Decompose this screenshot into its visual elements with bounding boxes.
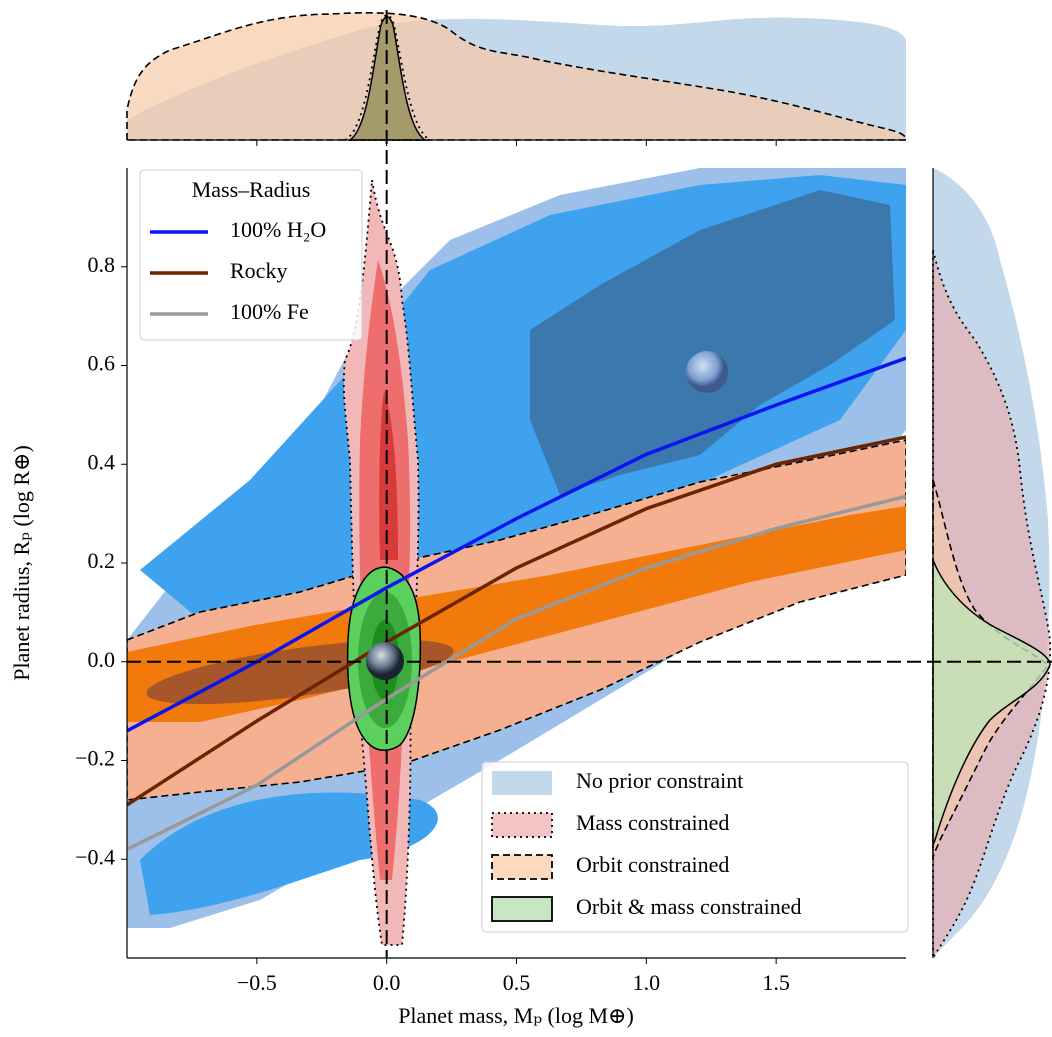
y-tick-label: 0.8 — [88, 252, 116, 277]
legend-box — [481, 761, 909, 933]
legend-title: Mass–Radius — [192, 177, 311, 202]
y-tick-label: 0.0 — [88, 647, 116, 672]
neptune-icon — [686, 351, 728, 393]
legend-label: 100% Fe — [230, 299, 309, 324]
legend: No prior constraint Mass constrained Orbit… — [481, 761, 909, 933]
legend-label: Orbit & mass constrained — [576, 894, 801, 919]
x-tick-label: −0.5 — [237, 970, 277, 995]
legend-label: Rocky — [230, 258, 287, 283]
relations — [127, 10, 1052, 958]
axes: −0.5 0.0 0.5 1.0 1.5 −0.4 −0.2 0.0 0.2 0.4 0.6 0.8 — [75, 140, 906, 995]
y-tick-label: 0.2 — [88, 548, 116, 573]
earth-icon — [366, 642, 404, 680]
legend-swatch — [491, 896, 553, 922]
legend-swatch — [491, 812, 553, 838]
legend-label: 100% H₂O — [230, 217, 326, 242]
marginal-orbit — [126, 12, 907, 141]
contour-no-prior-mid — [140, 792, 438, 915]
y-tick-label: 0.6 — [88, 351, 116, 376]
y-tick-label: −0.2 — [75, 746, 115, 771]
x-tick-label: 1.5 — [762, 970, 790, 995]
legend: Mass–Radius 100% H₂O Rocky 100% Fe — [139, 169, 363, 341]
top-marginal — [126, 12, 907, 141]
contour-no-prior-inner — [530, 190, 895, 495]
legend-label: Mass constrained — [576, 810, 729, 835]
y-tick-label: −0.4 — [75, 844, 115, 869]
x-tick-label: 0.0 — [373, 970, 401, 995]
x-tick-label: 0.5 — [503, 970, 531, 995]
legend-label: Orbit constrained — [576, 852, 729, 877]
right-marginal — [932, 168, 1052, 959]
x-tick-label: 1.0 — [633, 970, 661, 995]
marginal-orbit-mass — [932, 559, 1051, 846]
legend-swatch — [491, 854, 553, 880]
legend-swatch — [492, 771, 552, 795]
relation-line — [127, 494, 906, 851]
y-tick-label: 0.4 — [88, 449, 116, 474]
x-axis-label: Planet mass, Mₚ (log M⊕) — [398, 1003, 634, 1028]
legend-label: No prior constraint — [576, 768, 743, 793]
legend-box — [139, 169, 363, 341]
y-axis-label: Planet radius, Rₚ (log R⊕) — [9, 445, 34, 681]
relation-line — [127, 435, 906, 807]
contour-mass-inner — [379, 390, 398, 560]
